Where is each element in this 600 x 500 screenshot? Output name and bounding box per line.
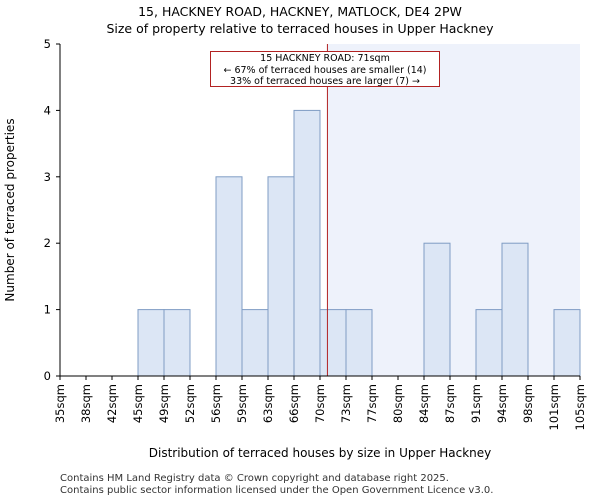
footer-licence: Contains public sector information licen…	[60, 485, 494, 496]
x-tick-label: 45sqm	[131, 384, 145, 423]
x-tick-label: 77sqm	[365, 384, 379, 423]
y-tick-label: 3	[44, 170, 51, 184]
annotation-line-1: 15 HACKNEY ROAD: 71sqm	[260, 53, 390, 64]
x-tick-label: 38sqm	[79, 384, 93, 423]
x-tick-label: 98sqm	[521, 384, 535, 423]
y-axis-label: Number of terraced properties	[3, 118, 17, 301]
bar-63sqm	[267, 176, 295, 377]
x-tick-label: 63sqm	[261, 384, 275, 423]
annotation-line-2: ← 67% of terraced houses are smaller (14…	[223, 64, 427, 76]
x-tick-label: 59sqm	[235, 384, 249, 423]
x-tick-label: 94sqm	[495, 384, 509, 423]
bar-91sqm	[475, 309, 503, 377]
bar-49sqm	[163, 309, 191, 377]
x-tick-label: 87sqm	[443, 384, 457, 423]
chart-subtitle: Size of property relative to terraced ho…	[106, 21, 494, 36]
y-tick-label: 2	[44, 236, 51, 250]
x-tick-label: 73sqm	[339, 384, 353, 423]
x-tick-label: 52sqm	[183, 384, 197, 423]
annotation-line-3: 33% of terraced houses are larger (7) →	[230, 76, 420, 87]
bar-73sqm	[345, 309, 373, 377]
bar-94sqm	[501, 242, 529, 377]
x-tick-label: 49sqm	[157, 384, 171, 423]
bar-59sqm	[241, 309, 269, 377]
bar-84sqm	[423, 242, 451, 377]
y-tick-label: 0	[44, 369, 51, 383]
x-tick-label: 80sqm	[391, 384, 405, 423]
x-tick-label: 70sqm	[313, 384, 327, 423]
x-axis-label: Distribution of terraced houses by size …	[149, 446, 492, 460]
x-tick-label: 35sqm	[53, 384, 67, 423]
x-tick-label: 42sqm	[105, 384, 119, 423]
x-tick-label: 56sqm	[209, 384, 223, 423]
chart-title: 15, HACKNEY ROAD, HACKNEY, MATLOCK, DE4 …	[138, 4, 462, 19]
footer-copyright: Contains HM Land Registry data © Crown c…	[60, 473, 449, 484]
y-tick-label: 5	[44, 37, 51, 51]
x-tick-label: 84sqm	[417, 384, 431, 423]
x-tick-label: 91sqm	[469, 384, 483, 423]
bar-70sqm	[319, 309, 347, 377]
bar-101sqm	[553, 309, 581, 377]
bar-45sqm	[137, 309, 165, 377]
y-tick-label: 1	[44, 303, 51, 317]
bar-56sqm	[215, 176, 243, 377]
x-tick-label: 105sqm	[573, 384, 587, 430]
bar-66sqm	[293, 109, 321, 377]
y-tick-label: 4	[44, 103, 51, 117]
x-tick-label: 101sqm	[547, 384, 561, 430]
x-tick-label: 66sqm	[287, 384, 301, 423]
marker-annotation: 15 HACKNEY ROAD: 71sqm ← 67% of terraced…	[210, 51, 440, 87]
